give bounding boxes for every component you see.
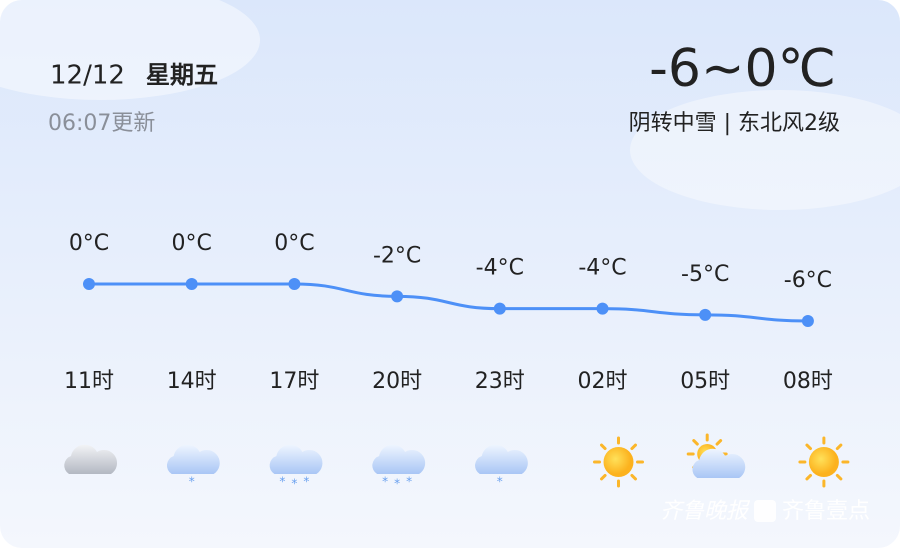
cloud: [64, 444, 118, 474]
sun-ray: [600, 473, 607, 481]
sun: [808, 447, 839, 477]
cloud: [475, 444, 528, 474]
temp-label: -4°C: [476, 256, 524, 281]
watermark-paper: 齐鲁晚报: [660, 499, 751, 524]
temp-label: 0°C: [274, 231, 314, 256]
weather-icon: [686, 433, 746, 478]
time-label: 08时: [783, 369, 833, 394]
cloud: [692, 448, 746, 478]
sun-ray: [630, 443, 637, 451]
watermark-app: 齐鲁壹点: [782, 499, 870, 524]
weather-icon: [593, 436, 644, 488]
temp-label: -6°C: [784, 268, 832, 293]
watermark-logo: [754, 500, 776, 522]
temp-point: [699, 308, 712, 321]
sun-ray: [600, 443, 607, 451]
temp-label: 0°C: [69, 231, 109, 256]
sun-ray: [630, 473, 637, 481]
snowflake: *: [394, 477, 400, 491]
time-label: 11时: [64, 369, 114, 394]
temp-point: [801, 315, 814, 327]
time-label: 02时: [578, 369, 628, 394]
snowflake: *: [497, 475, 503, 489]
sun: [603, 447, 634, 477]
sun-ray: [715, 439, 723, 446]
weekday: 星期五: [146, 61, 218, 89]
snowflake: *: [406, 475, 412, 489]
temp-label: 0°C: [172, 231, 212, 256]
description: 阴转中雪 | 东北风2级: [629, 111, 840, 136]
sun-ray: [805, 473, 812, 481]
sun-ray: [835, 473, 843, 481]
bg-cloud: [0, 0, 260, 100]
date: 12/12: [50, 61, 125, 91]
temp-line: [89, 282, 808, 323]
weather-icon: [64, 444, 118, 474]
snowflake: *: [303, 475, 309, 489]
cloud: [166, 444, 220, 474]
temp-point: [391, 290, 404, 303]
bg-cloud: [630, 90, 900, 210]
temp-label: -4°C: [578, 256, 626, 281]
time-label: 23时: [475, 369, 525, 394]
time-label: 05时: [680, 369, 730, 394]
temp-label: -2°C: [373, 243, 421, 268]
weather-icon: *: [475, 444, 528, 489]
weather-icon: [798, 436, 850, 488]
updated: 06:07更新: [48, 111, 155, 136]
temp-range: -6~0℃: [649, 39, 836, 99]
sun-ray: [805, 443, 812, 451]
snowflake: *: [291, 477, 297, 491]
cloud: [269, 444, 323, 474]
cloud: [372, 444, 426, 474]
snowflake: *: [382, 475, 388, 489]
weather-icon: * * *: [269, 444, 323, 491]
time-label: 20时: [372, 369, 422, 394]
temp-point: [596, 302, 609, 315]
temp-point: [83, 278, 95, 290]
temp-label: -5°C: [681, 262, 729, 287]
weather-icon: *: [166, 444, 220, 489]
sun-ray: [692, 439, 699, 446]
time-label: 17时: [269, 369, 319, 394]
temp-point: [493, 302, 506, 315]
time-label: 14时: [167, 369, 217, 394]
temp-point: [185, 278, 198, 290]
weather-icon: * * *: [372, 444, 426, 491]
snowflake: *: [279, 475, 285, 489]
sun-ray: [835, 443, 843, 451]
snowflake: *: [189, 475, 195, 489]
temp-point: [288, 278, 301, 290]
